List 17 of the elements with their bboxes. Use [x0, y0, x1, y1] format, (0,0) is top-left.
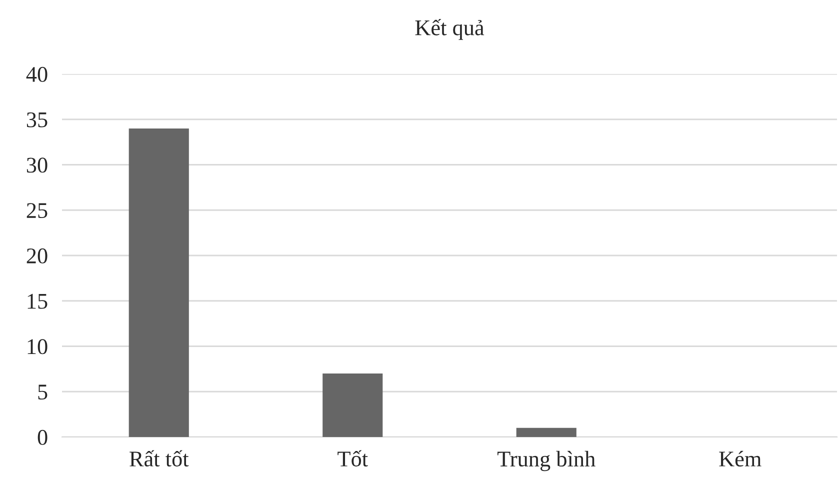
y-tick-label: 20 — [26, 248, 48, 264]
y-tick-label: 35 — [26, 112, 48, 128]
bar — [128, 128, 189, 437]
y-tick-label: 0 — [38, 430, 48, 445]
y-tick-label: 40 — [26, 66, 48, 82]
x-tick-label: Kém — [719, 450, 762, 467]
y-tick-label: 15 — [28, 294, 48, 309]
x-tick-label: Tốt — [338, 450, 368, 467]
y-tick-label: 10 — [28, 339, 48, 354]
bar — [516, 428, 576, 437]
y-tick-label: 5 — [38, 384, 48, 400]
y-tick-label: 25 — [26, 203, 48, 218]
x-tick-label: Rất tốt — [130, 450, 189, 467]
chart-title: Kết quả — [415, 19, 484, 40]
bar — [322, 373, 383, 437]
y-tick-label: 30 — [26, 158, 48, 173]
x-tick-label: Trung bình — [497, 450, 596, 472]
